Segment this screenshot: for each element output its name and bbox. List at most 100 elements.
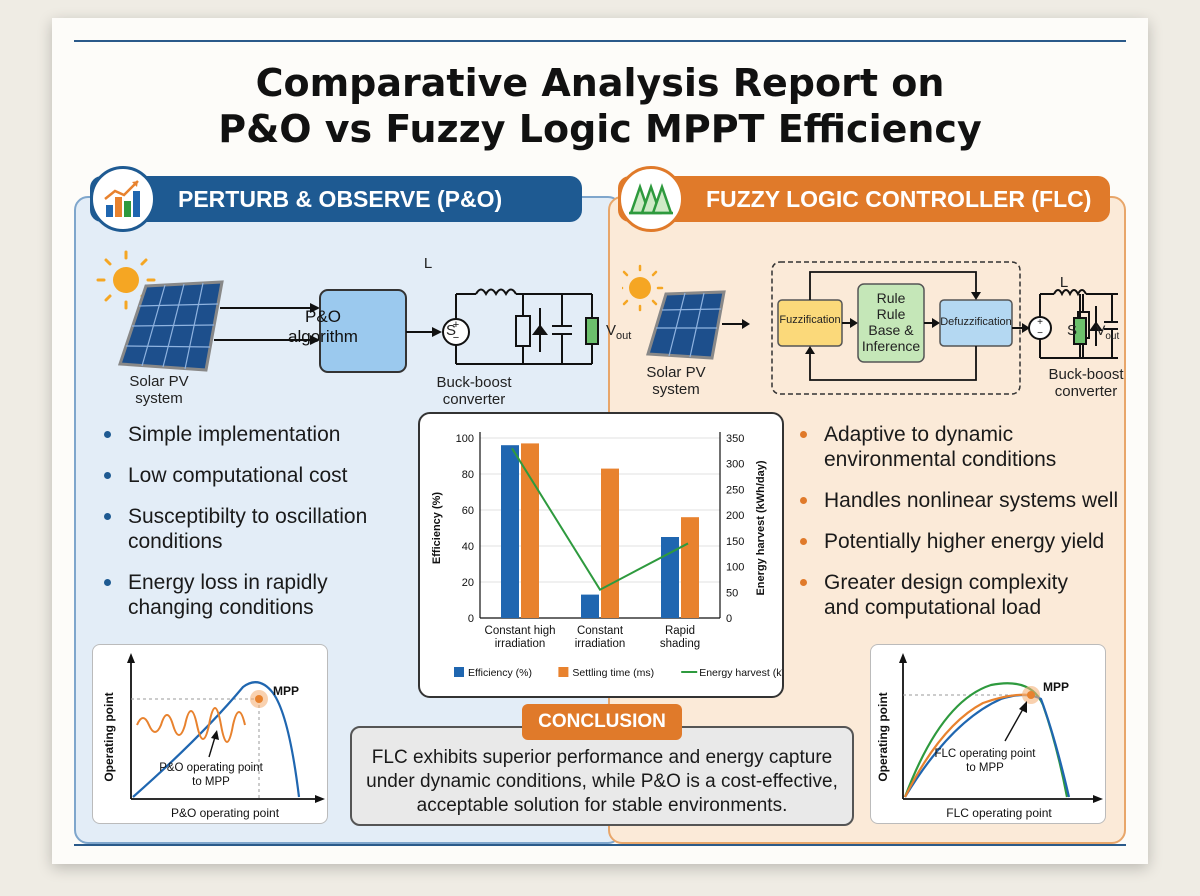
x-tick-label: shading <box>660 638 700 650</box>
conclusion-line-1: FLC exhibits superior performance and en… <box>371 747 833 768</box>
conv-line-2: converter <box>1054 383 1118 400</box>
title-line-1: Comparative Analysis Report on <box>255 61 945 105</box>
po-vout-v: V <box>606 322 617 339</box>
flc-tracking-curve <box>904 693 1032 798</box>
po-bullet-list: Simple implementation Low computational … <box>100 422 410 636</box>
svg-text:+: + <box>453 319 459 331</box>
report-sheet: Comparative Analysis Report on P&O vs Fu… <box>52 18 1148 864</box>
comparison-chart: 0 20 40 60 80 100 0 50 100 150 200 250 300 350 Efficie… <box>418 412 821 698</box>
fuzzy-membership-icon <box>618 166 684 232</box>
y-tick-label: 80 <box>462 469 474 481</box>
svg-text:−: − <box>1037 328 1043 339</box>
flc-header-label: FUZZY LOGIC CONTROLLER (FLC) <box>706 186 1092 212</box>
po-bullet: Simple implementation <box>100 422 410 447</box>
title-line-2: P&O vs Fuzzy Logic MPPT Efficiency <box>218 107 982 151</box>
po-mpp-label: MPP <box>273 684 299 698</box>
mpp-dot <box>255 695 263 703</box>
flc-annotation-line-1: FLC operating point <box>934 748 1036 760</box>
y2-tick-label: 350 <box>726 433 744 445</box>
svg-text:+: + <box>1037 317 1043 328</box>
solar-panel-icon <box>646 290 726 360</box>
conclusion-line-2: under dynamic conditions, while P&O is a… <box>366 771 838 792</box>
po-curve-svg: Operating point P&O operating point MPP … <box>102 653 325 820</box>
y2-tick-label: 100 <box>726 562 744 574</box>
defuzzification-label: Defuzzification <box>940 316 1012 328</box>
po-converter-label: Buck-boost converter <box>404 374 544 408</box>
y2-tick-label: 200 <box>726 510 744 522</box>
bullet-text: and computational load <box>824 596 1042 619</box>
flc-vout-sub: out <box>1105 330 1120 342</box>
bullet-text: Simple implementation <box>128 423 341 446</box>
legend-label: Energy harvest (kWh/day) <box>699 667 782 679</box>
x-tick-label: irradiation <box>575 638 626 650</box>
bar-efficiency <box>661 537 679 618</box>
po-switch-label: S <box>445 322 456 339</box>
legend-swatch <box>454 667 464 677</box>
po-header-label: PERTURB & OBSERVE (P&O) <box>178 186 503 212</box>
flc-converter-label: Buck-boost converter <box>1026 366 1146 400</box>
po-bullet: Low computational cost <box>100 463 410 488</box>
y2-tick-label: 0 <box>726 613 732 625</box>
report-title: Comparative Analysis Report on P&O vs Fu… <box>52 60 1148 152</box>
x-tick-label: irradiation <box>495 638 546 650</box>
y-tick-label: 60 <box>462 505 474 517</box>
x-tick-label: Constant <box>577 625 624 637</box>
y2-axis-label: Energy harvest (kWh/day) <box>755 460 767 595</box>
flc-mpp-label: MPP <box>1043 680 1069 694</box>
y-tick-label: 100 <box>456 433 474 445</box>
flc-load-icon <box>1073 294 1087 358</box>
comparison-chart-svg: 0 20 40 60 80 100 0 50 100 150 200 250 300 350 Efficie… <box>431 432 821 679</box>
bullet-text: Energy loss in rapidly <box>128 571 328 594</box>
po-bullet: Energy loss in rapidly changing condition… <box>100 570 410 620</box>
y-axis-label: Efficiency (%) <box>431 492 443 564</box>
pv-line-2: system <box>652 381 700 398</box>
bottom-rule <box>74 844 1126 846</box>
flc-vout-v: V <box>1096 322 1106 338</box>
y2-tick-label: 150 <box>726 536 744 548</box>
po-curve-panel: Operating point P&O operating point MPP … <box>92 644 328 824</box>
po-vout-label: Vout <box>606 322 646 345</box>
bar-chart-icon <box>90 166 156 232</box>
algo-line-1: P&O <box>305 307 341 326</box>
flc-controller-boundary <box>771 261 1021 395</box>
conv-line-1: Buck-boost <box>1048 366 1124 383</box>
po-annotation-line-1: P&O operating point <box>159 762 263 774</box>
bar-settling-time <box>681 517 699 618</box>
bullet-text: Potentially higher energy yield <box>824 530 1105 553</box>
conv-line-1: Buck-boost <box>436 374 512 391</box>
legend-label: Efficiency (%) <box>468 667 532 679</box>
bullet-text: Susceptibilty to oscillation <box>128 505 368 528</box>
flc-block-diagram: + − <box>622 261 1118 395</box>
conclusion-box: FLC exhibits superior performance and en… <box>350 726 854 826</box>
flc-switch-label: S <box>1066 322 1077 339</box>
rule-line-1: Rule <box>876 290 906 306</box>
bullet-text: conditions <box>128 530 223 553</box>
bullet-text: environmental conditions <box>824 448 1057 471</box>
bullet-text: changing conditions <box>128 596 314 619</box>
flc-upper-curve <box>903 682 1069 798</box>
flc-vout-label: Vout <box>1096 322 1136 345</box>
flc-curve-svg: Operating point FLC operating point MPP … <box>876 653 1103 820</box>
po-curve-ylabel: Operating point <box>102 692 116 781</box>
y2-tick-label: 50 <box>726 587 738 599</box>
flc-header: FUZZY LOGIC CONTROLLER (FLC) <box>618 176 1110 222</box>
flc-bullet: Potentially higher energy yield <box>796 529 1126 554</box>
mpp-dot <box>1027 691 1035 699</box>
pv-line-1: Solar PV <box>646 364 706 381</box>
conv-line-2: converter <box>442 391 506 408</box>
po-header: PERTURB & OBSERVE (P&O) <box>90 176 582 222</box>
y-tick-label: 0 <box>468 613 474 625</box>
legend-label: Settling time (ms) <box>572 667 654 679</box>
buck-boost-converter-circuit <box>1028 289 1118 359</box>
po-annotation-line-2: to MPP <box>192 776 230 788</box>
top-rule <box>74 40 1126 42</box>
po-algorithm-label: P&O algorithm <box>280 307 366 347</box>
pv-line-1: Solar PV <box>129 373 189 390</box>
sun-icon <box>622 264 664 312</box>
flc-curve-panel: Operating point FLC operating point MPP … <box>870 644 1106 824</box>
po-curve-xlabel: P&O operating point <box>171 806 280 820</box>
po-pv-label: Solar PV system <box>114 373 204 407</box>
bar-settling-time <box>601 468 619 618</box>
flc-bullet-list: Adaptive to dynamic environmental conditi… <box>796 422 1126 636</box>
flc-annotation-line-2: to MPP <box>966 762 1004 774</box>
